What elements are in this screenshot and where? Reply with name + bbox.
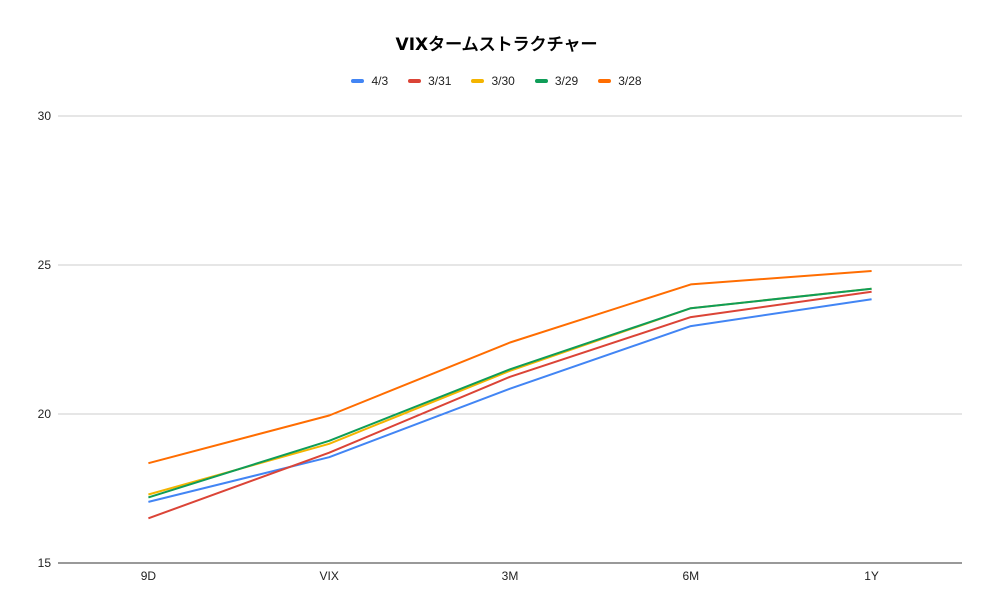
x-tick-label: 1Y <box>864 569 879 583</box>
legend-label: 3/30 <box>491 74 515 88</box>
y-tick-label: 25 <box>38 258 52 272</box>
legend-label: 3/29 <box>554 74 579 88</box>
series-line-3-31[interactable] <box>148 290 872 520</box>
legend-item[interactable]: 3/28 <box>598 74 642 88</box>
series-line-3-29[interactable] <box>148 287 872 499</box>
x-tick-label: 9D <box>141 569 157 583</box>
legend-swatch <box>351 79 365 83</box>
legend-label: 3/28 <box>618 74 642 88</box>
series-line-3-28[interactable] <box>148 270 872 465</box>
legend-swatch <box>534 79 548 83</box>
legend-swatch <box>471 79 485 83</box>
y-tick-label: 15 <box>38 556 52 570</box>
y-tick-label: 30 <box>38 109 52 123</box>
legend-swatch <box>598 79 612 83</box>
legend-swatch <box>408 79 422 83</box>
legend-item[interactable]: 3/31 <box>408 74 451 88</box>
x-tick-label: 3M <box>502 569 519 583</box>
series-line-4-3[interactable] <box>148 298 872 503</box>
chart-legend: 4/3 3/31 3/30 3/29 3/28 <box>0 74 993 88</box>
legend-item[interactable]: 3/30 <box>471 74 515 88</box>
y-tick-label: 20 <box>38 407 52 421</box>
x-tick-label: 6M <box>682 569 699 583</box>
chart-title: VIXタームストラクチャー <box>395 35 598 55</box>
legend-item[interactable]: 3/29 <box>534 74 579 88</box>
legend-item[interactable]: 4/3 <box>351 74 388 88</box>
legend-label: 4/3 <box>371 74 389 88</box>
legend-label: 3/31 <box>428 74 452 88</box>
x-tick-label: VIX <box>320 569 339 583</box>
